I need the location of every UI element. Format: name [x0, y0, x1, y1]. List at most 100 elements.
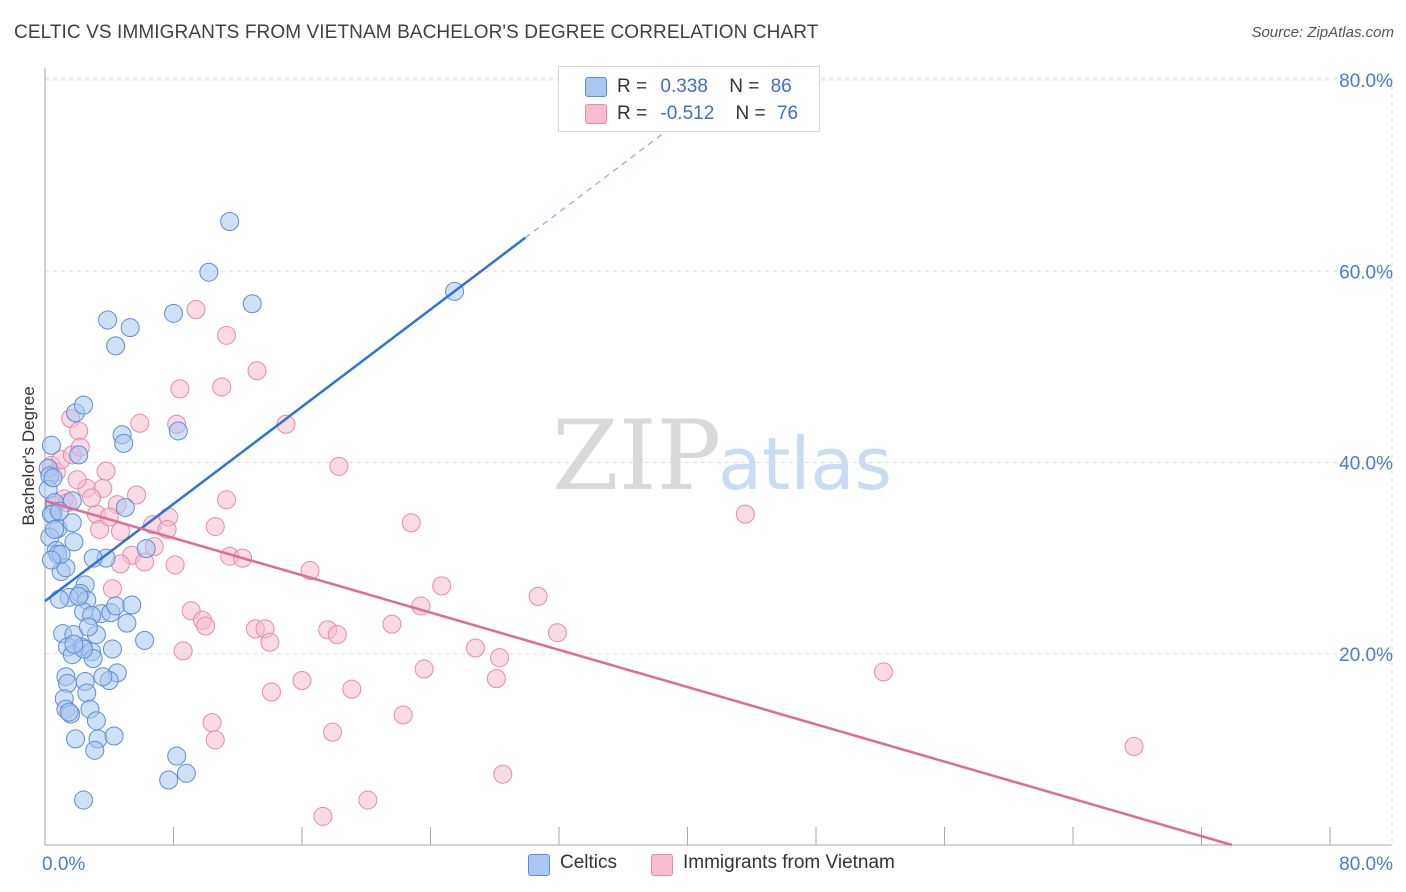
vietnam-point-36: [205, 517, 225, 537]
celtics-point-17: [62, 513, 82, 533]
vietnam-trend-line: [44, 499, 1233, 847]
celtics-point-73: [45, 519, 65, 539]
series-celtics-points: [38, 212, 465, 810]
vietnam-point-63: [528, 586, 548, 606]
vietnam-point-61: [490, 648, 510, 668]
legend-n-value: 86: [770, 76, 792, 97]
vietnam-point-59: [465, 638, 485, 658]
vietnam-point-71: [67, 470, 87, 490]
source-label: Source: ZipAtlas.com: [1251, 24, 1394, 41]
legend-swatch-vietnam: [585, 104, 607, 124]
legend-swatch-celtics: [528, 854, 550, 876]
axes: [44, 68, 1392, 846]
vietnam-point-57: [414, 659, 434, 679]
celtics-point-42: [85, 740, 105, 760]
legend-swatch-vietnam: [651, 854, 673, 876]
celtics-point-40: [66, 729, 86, 749]
celtics-point-58: [122, 595, 142, 615]
vietnam-point-55: [401, 513, 421, 533]
vietnam-point-43: [261, 682, 281, 702]
vietnam-point-72: [735, 504, 755, 524]
celtics-point-60: [136, 539, 156, 559]
vietnam-point-73: [873, 662, 893, 682]
tick-labels: 20.0% 40.0% 60.0% 80.0% 0.0% 80.0%: [42, 71, 1393, 875]
celtics-trend-line: [44, 236, 527, 603]
vietnam-point-67: [205, 730, 225, 750]
celtics-point-68: [176, 763, 196, 783]
vietnam-point-58: [432, 576, 452, 596]
legend-r-value: -0.512: [660, 103, 715, 124]
celtics-point-82: [49, 589, 69, 609]
celtics-point-85: [93, 667, 113, 687]
chart-title: CELTIC VS IMMIGRANTS FROM VIETNAM BACHEL…: [14, 22, 819, 43]
vietnam-point-42: [260, 632, 280, 652]
x-tick-label-1: 80.0%: [1339, 854, 1393, 875]
legend-r-label: R =: [617, 76, 648, 97]
vietnam-point-26: [165, 555, 185, 575]
vietnam-point-34: [212, 377, 232, 397]
celtics-point-63: [168, 421, 188, 441]
y-axis-label: Bachelor's Degree: [19, 386, 38, 525]
celtics-point-76: [69, 586, 89, 606]
legend-n-label: N =: [735, 103, 766, 124]
vietnam-point-62: [493, 764, 513, 784]
vietnam-point-53: [382, 614, 402, 634]
celtics-point-16: [69, 445, 89, 465]
celtics-point-47: [106, 596, 126, 616]
legend-n-value: 76: [776, 103, 799, 124]
celtics-point-48: [102, 639, 122, 659]
celtics-point-51: [104, 726, 124, 746]
vietnam-point-30: [186, 300, 206, 319]
celtics-point-66: [242, 294, 262, 314]
legend-swatch-celtics: [585, 77, 607, 97]
vietnam-point-32: [196, 616, 216, 636]
vietnam-point-46: [292, 671, 312, 691]
legend-r-value: 0.338: [660, 76, 708, 97]
series-vietnam-points: [41, 300, 1144, 826]
celtics-point-56: [115, 497, 135, 517]
y-tick-label-2: 60.0%: [1339, 262, 1393, 283]
celtics-point-83: [64, 634, 84, 654]
celtics-point-52: [98, 310, 118, 330]
celtics-point-75: [41, 550, 61, 570]
vietnam-point-60: [486, 669, 506, 689]
vietnam-point-70: [102, 579, 122, 599]
x-tick-label-0: 0.0%: [42, 854, 85, 875]
celtics-point-67: [167, 746, 187, 766]
legend-n-label: N =: [729, 76, 760, 97]
celtics-point-57: [117, 613, 137, 633]
vietnam-point-48: [327, 625, 347, 645]
celtics-point-64: [199, 262, 219, 282]
y-tick-label-3: 80.0%: [1339, 71, 1393, 92]
celtics-point-53: [106, 336, 126, 356]
vietnam-point-33: [217, 325, 237, 345]
watermark-atlas: atlas: [718, 422, 892, 506]
stats-legend: R = 0.338 N = 86 R = -0.512 N = 76: [558, 66, 820, 132]
celtics-point-0: [41, 435, 61, 455]
vietnam-point-19: [130, 413, 150, 433]
vietnam-point-28: [170, 379, 190, 399]
vietnam-point-18: [127, 485, 147, 505]
vietnam-point-66: [202, 713, 222, 733]
vietnam-point-14: [82, 488, 102, 508]
celtics-point-62: [164, 303, 183, 323]
vietnam-point-65: [313, 806, 333, 826]
celtics-point-32: [57, 673, 77, 693]
vietnam-point-75: [96, 461, 116, 481]
vietnam-point-52: [358, 790, 378, 810]
vietnam-point-49: [323, 722, 343, 742]
celtics-point-59: [120, 318, 140, 338]
vietnam-point-51: [342, 679, 362, 699]
vietnam-point-54: [393, 705, 413, 725]
celtics-point-55: [114, 433, 134, 453]
vietnam-point-74: [1124, 737, 1144, 757]
celtics-point-69: [159, 770, 179, 790]
legend-label-celtics: Celtics: [560, 852, 618, 873]
celtics-point-84: [78, 617, 98, 637]
celtics-point-39: [86, 711, 106, 731]
vietnam-point-39: [247, 361, 267, 381]
celtics-point-34: [77, 683, 97, 703]
celtics-point-43: [74, 790, 94, 810]
celtics-point-61: [135, 630, 155, 650]
